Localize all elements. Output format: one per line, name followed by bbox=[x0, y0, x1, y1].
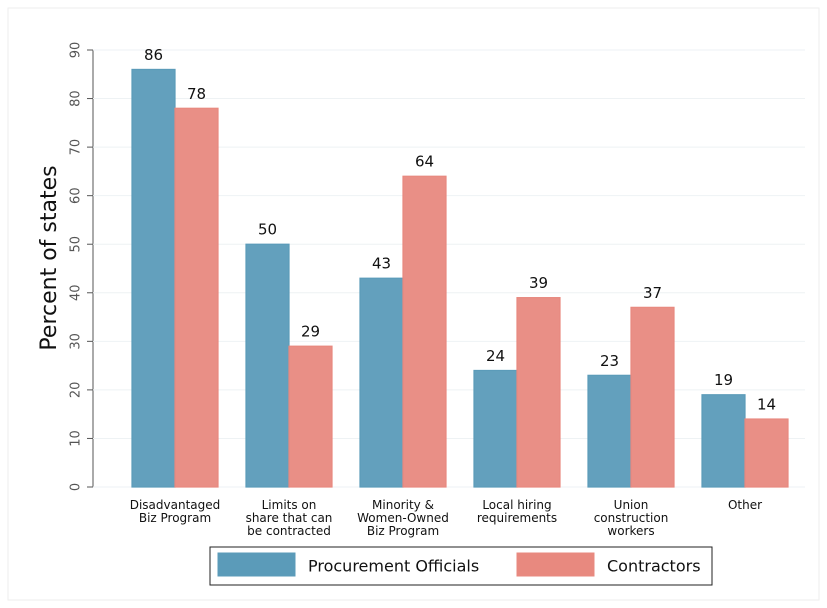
x-tick-label-line: Local hiring bbox=[482, 498, 551, 512]
value-label: 78 bbox=[187, 85, 206, 103]
x-tick-label: Limits on share that can be contracted bbox=[246, 498, 333, 538]
y-tick-label: 90 bbox=[69, 42, 84, 59]
x-tick-label: Union construction workers bbox=[594, 498, 669, 538]
y-tick-label: 80 bbox=[69, 90, 84, 107]
value-label: 19 bbox=[714, 371, 733, 389]
value-label: 37 bbox=[643, 284, 662, 302]
value-label: 24 bbox=[486, 347, 505, 365]
x-tick-label: Disadvantaged Biz Program bbox=[130, 498, 221, 525]
x-tick-label-line: Minority & bbox=[372, 498, 434, 512]
legend-label: Contractors bbox=[607, 557, 701, 576]
y-tick-label: 0 bbox=[69, 483, 84, 491]
x-tick-label: Other bbox=[728, 498, 762, 512]
x-tick-label-line: Biz Program bbox=[139, 511, 211, 525]
y-tick-label: 10 bbox=[69, 430, 84, 447]
bar bbox=[516, 297, 561, 488]
x-tick-label-line: Other bbox=[728, 498, 762, 512]
bar bbox=[174, 107, 219, 488]
value-label: 86 bbox=[144, 46, 163, 64]
y-tick-label: 50 bbox=[69, 236, 84, 253]
x-tick-label-line: Biz Program bbox=[367, 524, 439, 538]
value-label: 39 bbox=[529, 274, 548, 292]
value-label: 14 bbox=[757, 396, 776, 414]
bar bbox=[587, 374, 632, 488]
bar bbox=[701, 394, 746, 488]
x-tick-label-line: Union bbox=[614, 498, 649, 512]
x-tick-label-line: be contracted bbox=[247, 524, 331, 538]
y-tick-label: 70 bbox=[69, 139, 84, 156]
x-tick-label-line: construction bbox=[594, 511, 669, 525]
x-tick-label-line: Disadvantaged bbox=[130, 498, 221, 512]
value-label: 50 bbox=[258, 221, 277, 239]
x-tick-label: Local hiring requirements bbox=[477, 498, 557, 525]
legend-swatch bbox=[217, 552, 296, 577]
bar bbox=[288, 345, 333, 488]
bar bbox=[245, 243, 290, 488]
legend-label: Procurement Officials bbox=[308, 557, 479, 576]
value-label: 43 bbox=[372, 255, 391, 273]
x-tick-label-line: Limits on bbox=[262, 498, 317, 512]
bar bbox=[630, 306, 675, 488]
y-tick-label: 60 bbox=[69, 187, 84, 204]
x-tick-label-line: requirements bbox=[477, 511, 557, 525]
y-tick-label: 20 bbox=[69, 382, 84, 399]
y-tick-label: 40 bbox=[69, 285, 84, 302]
y-axis-title: Percent of states bbox=[37, 165, 62, 350]
value-label: 64 bbox=[415, 153, 434, 171]
bar bbox=[473, 369, 518, 488]
bar bbox=[131, 68, 176, 488]
bar bbox=[744, 418, 789, 488]
bar bbox=[359, 277, 404, 488]
y-tick-label: 30 bbox=[69, 333, 84, 350]
x-tick-label-line: Women-Owned bbox=[357, 511, 449, 525]
value-label: 29 bbox=[301, 323, 320, 341]
x-tick-label-line: workers bbox=[607, 524, 654, 538]
bar bbox=[402, 175, 447, 488]
legend-swatch bbox=[516, 552, 595, 577]
x-tick-label-line: share that can bbox=[246, 511, 333, 525]
value-label: 23 bbox=[600, 352, 619, 370]
x-tick-label: Minority & Women-Owned Biz Program bbox=[357, 498, 449, 538]
